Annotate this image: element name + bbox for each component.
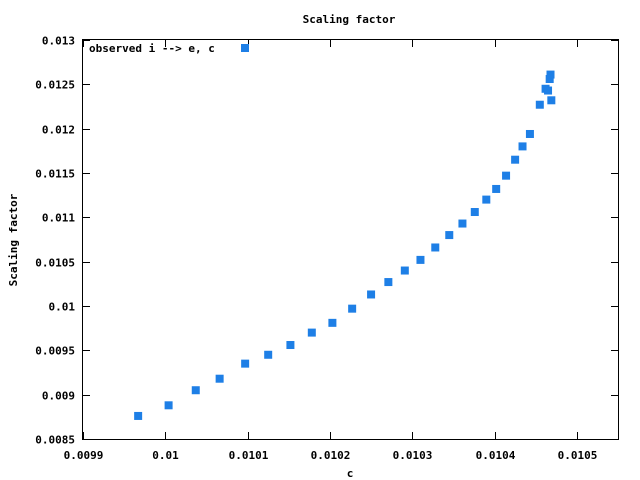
data-point bbox=[445, 231, 454, 240]
data-point bbox=[164, 401, 173, 410]
y-tick-label: 0.011 bbox=[42, 212, 75, 225]
x-tick-label: 0.0103 bbox=[393, 449, 433, 462]
data-point bbox=[482, 195, 491, 204]
data-point bbox=[134, 411, 143, 420]
legend: observed i --> e, c bbox=[89, 42, 249, 55]
data-point bbox=[546, 70, 555, 79]
x-tick-label: 0.0104 bbox=[476, 449, 516, 462]
data-point bbox=[525, 129, 534, 138]
data-point bbox=[458, 219, 467, 228]
data-point bbox=[470, 208, 479, 217]
y-tick-label: 0.0125 bbox=[35, 79, 75, 92]
data-point bbox=[545, 75, 554, 84]
data-point bbox=[191, 386, 200, 395]
data-point bbox=[328, 318, 337, 327]
x-tick-label: 0.0105 bbox=[558, 449, 598, 462]
data-point bbox=[400, 266, 409, 275]
data-point bbox=[348, 304, 357, 313]
data-point bbox=[535, 100, 544, 109]
data-point bbox=[215, 374, 224, 383]
data-point bbox=[431, 243, 440, 252]
x-axis: 0.0099 0.01 0.0101 0.0102 0.0103 0.0104 0.0105 bbox=[64, 40, 598, 462]
x-tick-label: 0.0099 bbox=[64, 449, 104, 462]
y-axis: 0.0085 0.009 0.0095 0.01 0.0105 0.011 0.0115 0.… bbox=[35, 35, 618, 447]
y-tick-label: 0.0105 bbox=[35, 257, 75, 270]
data-point bbox=[416, 255, 425, 264]
data-point bbox=[367, 290, 376, 299]
plot-area-frame bbox=[82, 39, 619, 440]
data-point bbox=[511, 155, 520, 164]
legend-marker bbox=[241, 44, 249, 52]
data-point bbox=[518, 142, 527, 151]
data-point bbox=[547, 96, 556, 105]
data-point bbox=[492, 184, 501, 193]
y-tick-label: 0.009 bbox=[42, 390, 75, 403]
data-point bbox=[241, 359, 250, 368]
data-point bbox=[264, 350, 273, 359]
data-point bbox=[307, 328, 316, 337]
y-tick-label: 0.0085 bbox=[35, 434, 75, 447]
x-tick-label: 0.01 bbox=[152, 449, 179, 462]
data-points bbox=[134, 70, 556, 420]
x-tick-label: 0.0102 bbox=[311, 449, 351, 462]
y-axis-label: Scaling factor bbox=[7, 193, 20, 286]
y-tick-label: 0.0115 bbox=[35, 168, 75, 181]
x-tick-label: 0.0101 bbox=[229, 449, 269, 462]
y-tick-label: 0.01 bbox=[49, 301, 76, 314]
data-point bbox=[384, 278, 393, 287]
data-point bbox=[544, 86, 553, 95]
chart-title: Scaling factor bbox=[303, 13, 396, 26]
y-tick-label: 0.0095 bbox=[35, 345, 75, 358]
legend-label: observed i --> e, c bbox=[89, 42, 215, 55]
y-tick-label: 0.012 bbox=[42, 124, 75, 137]
data-point bbox=[502, 171, 511, 180]
x-axis-label: c bbox=[347, 467, 354, 480]
data-point bbox=[286, 341, 295, 350]
y-tick-label: 0.013 bbox=[42, 35, 75, 48]
